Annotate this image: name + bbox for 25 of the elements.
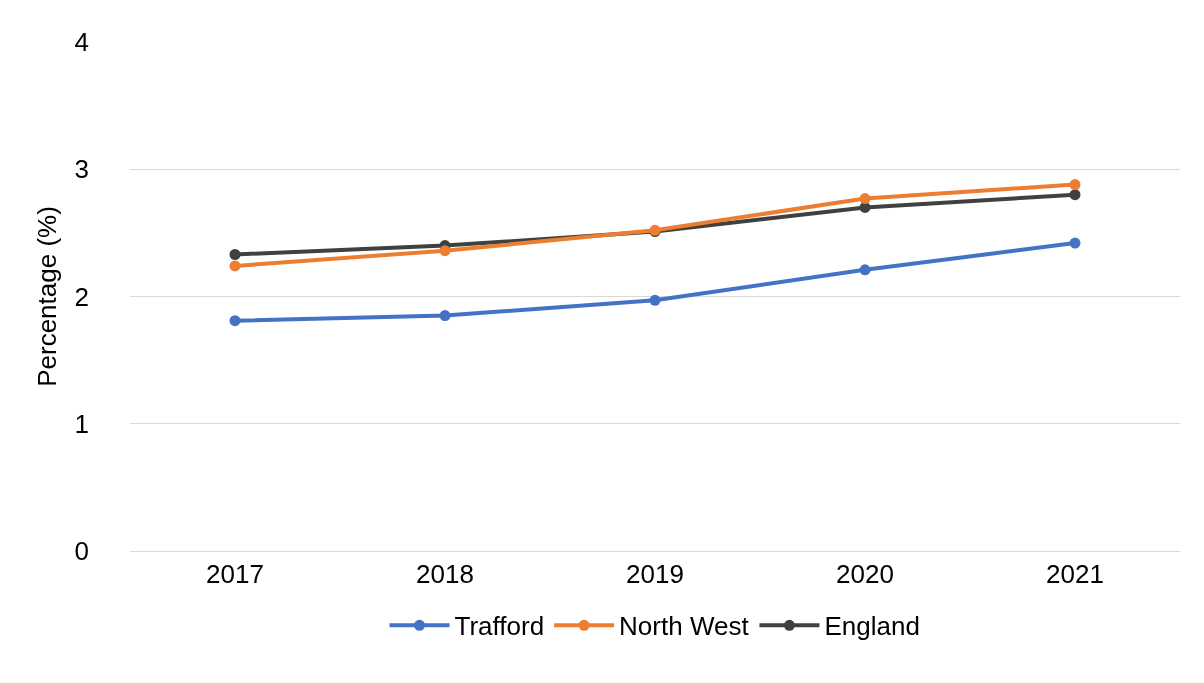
x-tick-label: 2017 xyxy=(206,559,264,590)
point xyxy=(229,315,241,327)
x-tick-label: 2019 xyxy=(626,559,684,590)
legend-label: Trafford xyxy=(454,611,545,642)
legend-label: North West xyxy=(619,611,750,642)
point xyxy=(229,260,241,272)
point xyxy=(439,245,451,257)
point xyxy=(1069,179,1081,191)
point xyxy=(439,310,451,322)
point xyxy=(859,193,871,205)
y-tick-label: 4 xyxy=(74,27,89,58)
y-tick-label: 0 xyxy=(74,536,89,567)
point xyxy=(859,264,871,276)
point xyxy=(229,249,241,261)
x-tick-label: 2018 xyxy=(416,559,474,590)
point xyxy=(1069,189,1081,201)
y-axis-title: Percentage (%) xyxy=(31,206,62,387)
y-tick-label: 3 xyxy=(74,154,89,185)
x-tick-label: 2021 xyxy=(1046,559,1104,590)
point xyxy=(1069,237,1081,249)
y-tick-label: 1 xyxy=(74,408,89,439)
legend-label: England xyxy=(824,611,920,642)
y-tick-label: 2 xyxy=(74,281,89,312)
point xyxy=(649,294,661,306)
x-tick-label: 2020 xyxy=(836,559,894,590)
